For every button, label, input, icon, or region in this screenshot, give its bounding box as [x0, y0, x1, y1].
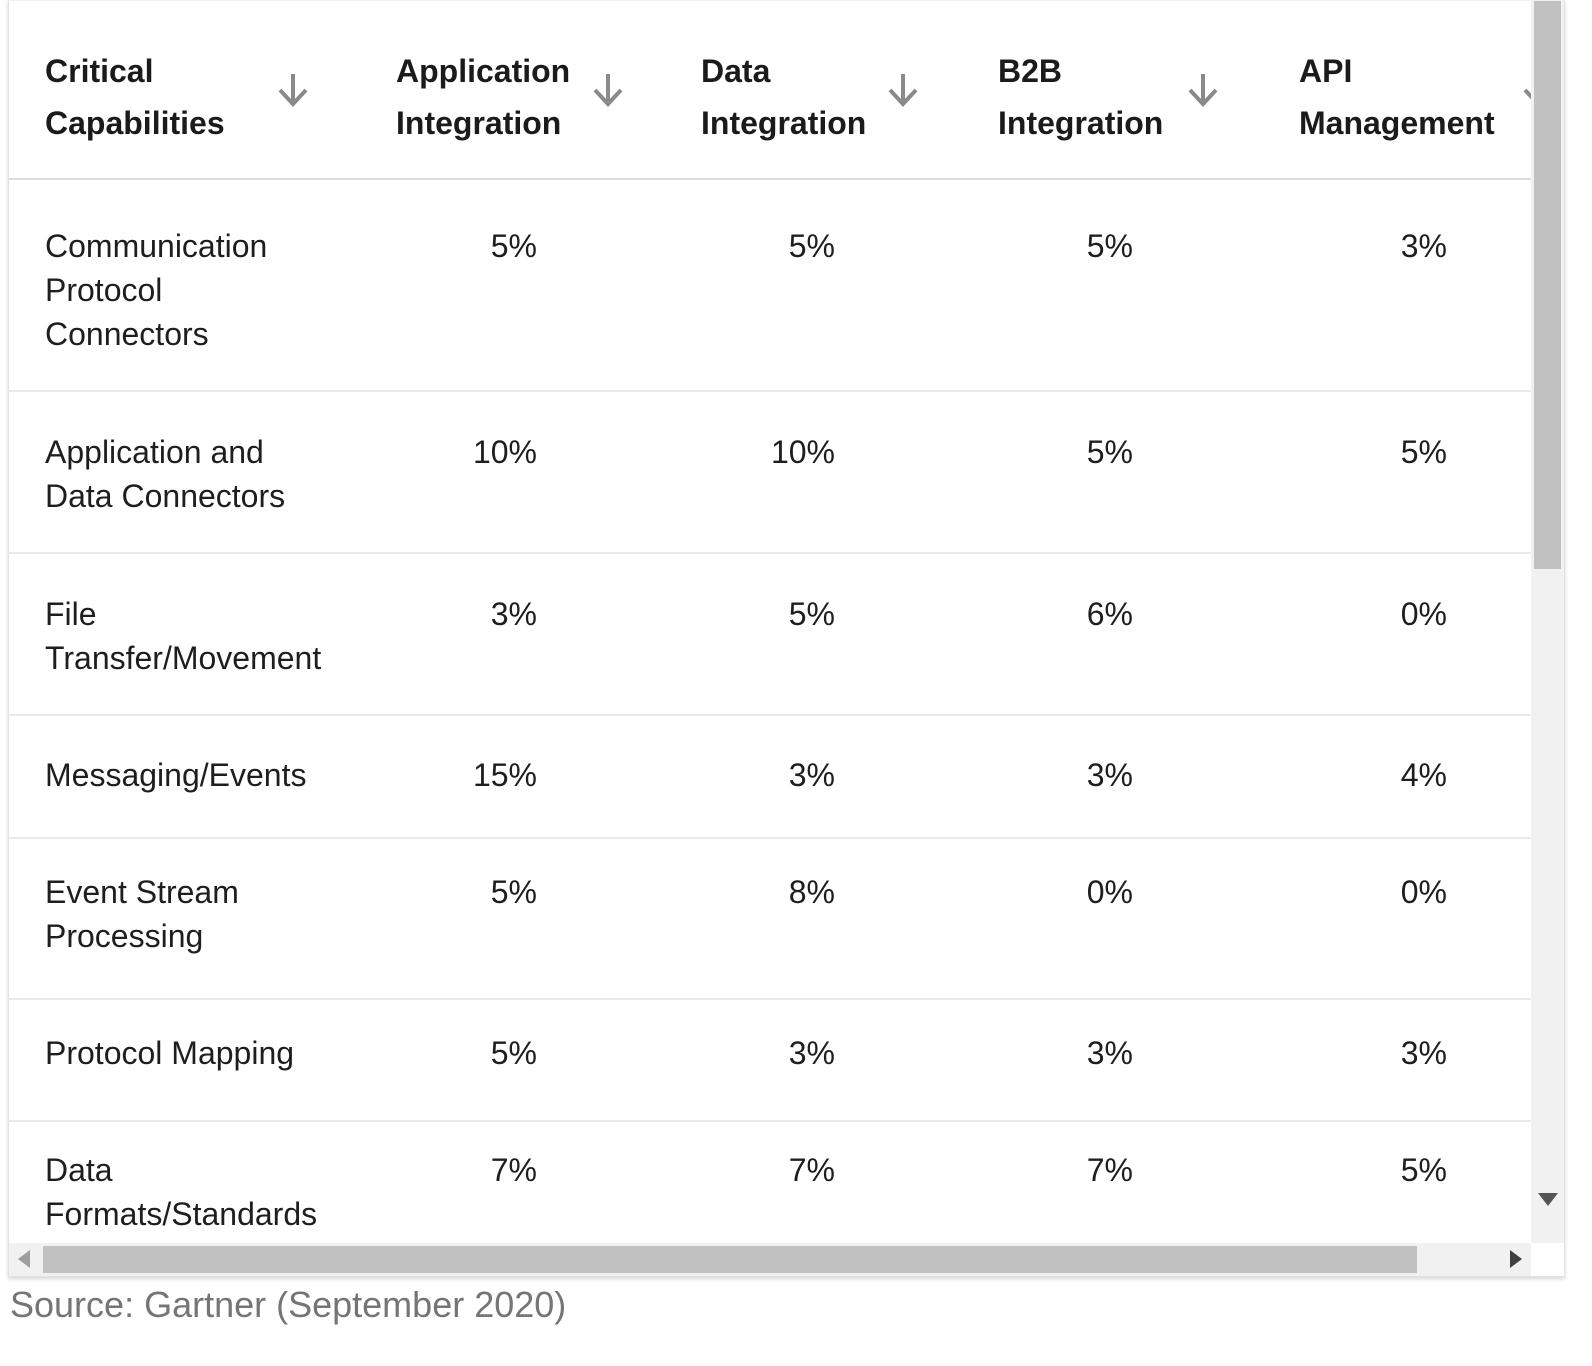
row-label: Communication Protocol Connectors	[45, 228, 268, 352]
cell-value: 3%	[1086, 1035, 1133, 1071]
cell-value: 5%	[788, 228, 835, 264]
source-note: Source: Gartner (September 2020)	[10, 1284, 567, 1325]
row-label: Protocol Mapping	[45, 1035, 295, 1071]
cell-value: 10%	[472, 434, 537, 470]
table-row: Messaging/Events 15% 3% 3% 4%	[9, 716, 1531, 839]
sort-arrow-down-icon[interactable]	[275, 71, 311, 109]
cell-value: 7%	[1086, 1152, 1133, 1188]
table-row: Event Stream Processing 5% 8% 0% 0%	[9, 839, 1531, 1000]
scrollbar-corner	[1531, 1243, 1564, 1276]
row-label: Application and Data Connectors	[45, 434, 286, 514]
column-header-application-integration[interactable]: Application Integration	[396, 53, 571, 141]
cell-value: 3%	[788, 757, 835, 793]
cell-value: 5%	[490, 228, 537, 264]
column-header-data-integration[interactable]: Data Integration	[701, 53, 867, 141]
horizontal-scrollbar[interactable]	[9, 1243, 1531, 1276]
cell-value: 10%	[770, 434, 835, 470]
column-header-api-management[interactable]: API Management	[1299, 53, 1495, 141]
cell-value: 5%	[1400, 1152, 1447, 1188]
triangle-right-icon[interactable]	[1510, 1250, 1522, 1268]
cell-value: 7%	[788, 1152, 835, 1188]
cell-value: 8%	[788, 874, 835, 910]
vertical-scrollbar-thumb[interactable]	[1534, 1, 1561, 569]
cell-value: 7%	[490, 1152, 537, 1188]
table-header-row: Critical Capabilities Application Integr…	[9, 1, 1531, 180]
critical-capabilities-table-widget: Critical Capabilities Application Integr…	[8, 0, 1565, 1277]
cell-value: 5%	[1086, 228, 1133, 264]
column-header-critical-capabilities[interactable]: Critical Capabilities	[45, 53, 225, 141]
column-header-b2b-integration[interactable]: B2B Integration	[998, 53, 1164, 141]
row-label: Data Formats/Standards	[45, 1152, 318, 1232]
triangle-down-icon[interactable]	[1538, 1193, 1558, 1206]
cell-value: 5%	[788, 596, 835, 632]
cell-value: 5%	[490, 874, 537, 910]
table-row: Application and Data Connectors 10% 10% …	[9, 392, 1531, 554]
cell-value: 0%	[1400, 874, 1447, 910]
row-label: Messaging/Events	[45, 757, 307, 793]
cell-value: 3%	[788, 1035, 835, 1071]
cell-value: 3%	[490, 596, 537, 632]
cell-value: 15%	[472, 757, 537, 793]
row-label: Event Stream Processing	[45, 874, 239, 954]
cell-value: 0%	[1400, 596, 1447, 632]
sort-arrow-down-icon[interactable]	[885, 71, 921, 109]
sort-arrow-down-icon[interactable]	[1185, 71, 1221, 109]
table-row: Data Formats/Standards 7% 7% 7% 5%	[9, 1122, 1531, 1243]
cell-value: 3%	[1400, 228, 1447, 264]
sort-arrow-down-icon[interactable]	[590, 71, 626, 109]
horizontal-scrollbar-thumb[interactable]	[43, 1246, 1417, 1273]
cell-value: 3%	[1400, 1035, 1447, 1071]
cell-value: 5%	[1086, 434, 1133, 470]
table-row: Communication Protocol Connectors 5% 5% …	[9, 180, 1531, 392]
cell-value: 5%	[1400, 434, 1447, 470]
table-row: File Transfer/Movement 3% 5% 6% 0%	[9, 554, 1531, 716]
table-viewport: Critical Capabilities Application Integr…	[9, 1, 1531, 1243]
cell-value: 0%	[1086, 874, 1133, 910]
cell-value: 4%	[1400, 757, 1447, 793]
sort-arrow-down-icon[interactable]	[1520, 71, 1531, 109]
cell-value: 5%	[490, 1035, 537, 1071]
cell-value: 3%	[1086, 757, 1133, 793]
vertical-scrollbar[interactable]	[1531, 1, 1564, 1243]
triangle-left-icon[interactable]	[18, 1250, 30, 1268]
cell-value: 6%	[1086, 596, 1133, 632]
table-row: Protocol Mapping 5% 3% 3% 3%	[9, 1000, 1531, 1122]
row-label: File Transfer/Movement	[45, 596, 322, 676]
